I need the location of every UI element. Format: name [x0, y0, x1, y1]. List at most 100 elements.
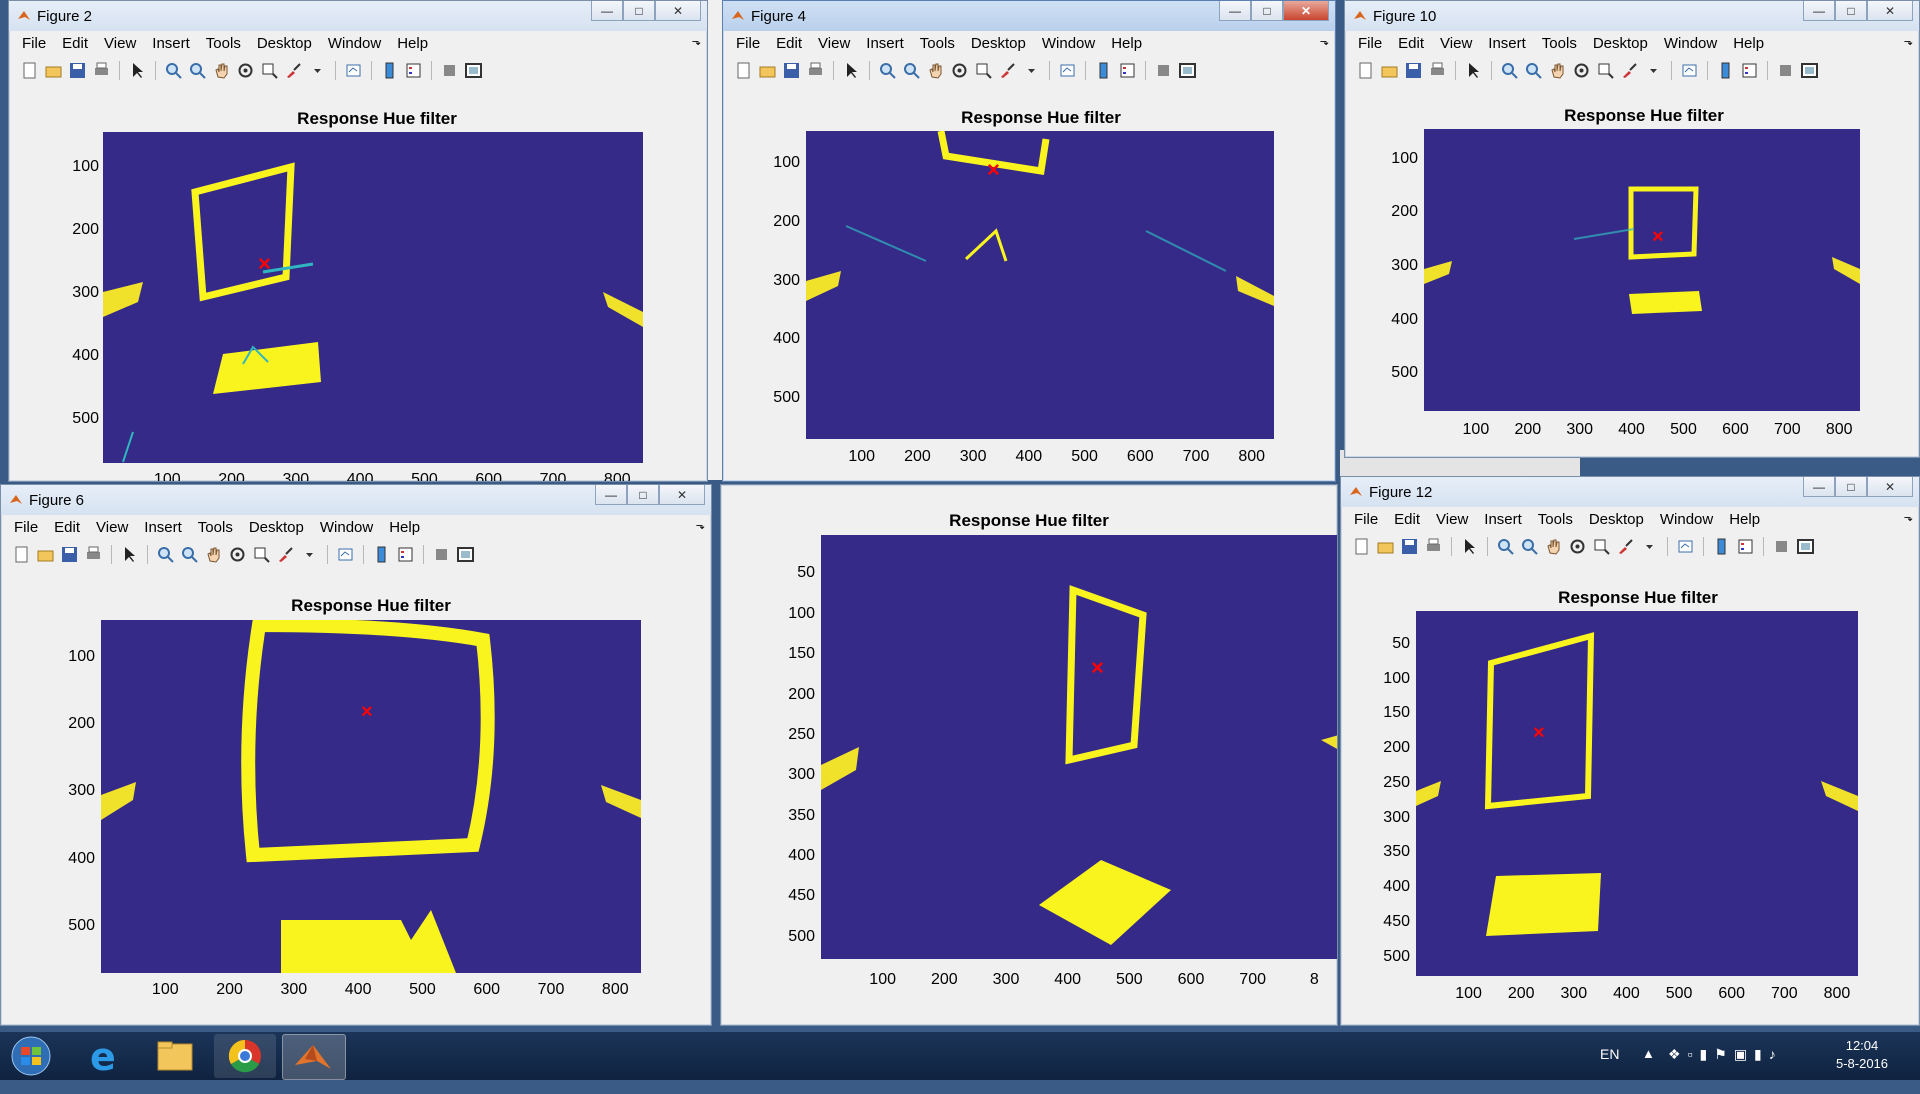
minimize-button[interactable]: — [1219, 1, 1251, 21]
zoom-in-button[interactable] [1495, 536, 1516, 557]
new-figure-button[interactable] [733, 60, 754, 81]
menu-item-desktop[interactable]: Desktop [248, 518, 304, 536]
menu-item-file[interactable]: File [1354, 510, 1379, 528]
title-bar[interactable]: Figure 6 — □ ✕ [1, 485, 711, 515]
hide-plot-tools-button[interactable] [431, 544, 452, 565]
maximize-button[interactable]: □ [627, 485, 659, 505]
rotate-3d-button[interactable] [235, 60, 256, 81]
show-plot-tools-button[interactable] [1795, 536, 1816, 557]
select-arrow-button[interactable] [1463, 60, 1484, 81]
rotate-3d-button[interactable] [227, 544, 248, 565]
data-cursor-button[interactable] [1595, 60, 1616, 81]
menu-item-tools[interactable]: Tools [1541, 34, 1577, 52]
menu-item-desktop[interactable]: Desktop [1592, 34, 1648, 52]
zoom-out-button[interactable] [1523, 60, 1544, 81]
open-file-button[interactable] [1375, 536, 1396, 557]
figure-window-2[interactable]: Figure 2 — □ ✕ File Edit View Insert Tools De… [8, 0, 708, 482]
dock-arrow-icon[interactable]: ⬎ [1319, 36, 1329, 48]
print-button[interactable] [1423, 536, 1444, 557]
insert-colorbar-button[interactable] [1711, 536, 1732, 557]
hide-plot-tools-button[interactable] [1153, 60, 1174, 81]
open-file-button[interactable] [757, 60, 778, 81]
zoom-in-button[interactable] [877, 60, 898, 81]
show-plot-tools-button[interactable] [455, 544, 476, 565]
maximize-button[interactable]: □ [1835, 1, 1867, 21]
print-button[interactable] [91, 60, 112, 81]
insert-legend-button[interactable] [1117, 60, 1138, 81]
figure-window-6[interactable]: Figure 6 — □ ✕ File Edit View Insert Tools De… [0, 484, 712, 1026]
network-signal-icon[interactable]: ▮ [1754, 1046, 1762, 1062]
select-arrow-button[interactable] [119, 544, 140, 565]
pan-hand-button[interactable] [1543, 536, 1564, 557]
plot-area[interactable]: × [806, 131, 1274, 439]
power-icon[interactable]: ▮ [1699, 1046, 1708, 1062]
title-bar[interactable]: Figure 4 — □ ✕ [723, 1, 1335, 31]
menu-item-insert[interactable]: Insert [1484, 510, 1522, 528]
link-plot-button[interactable] [1675, 536, 1696, 557]
figure-window-4[interactable]: Figure 4 — □ ✕ File Edit View Insert Tools De… [722, 0, 1336, 482]
language-indicator[interactable]: EN [1600, 1046, 1620, 1062]
rotate-3d-button[interactable] [949, 60, 970, 81]
save-button[interactable] [781, 60, 802, 81]
internet-explorer-button[interactable]: e [74, 1034, 136, 1079]
plot-area[interactable]: × [101, 620, 641, 973]
start-button[interactable] [6, 1035, 56, 1077]
menu-item-tools[interactable]: Tools [205, 34, 241, 52]
menu-item-help[interactable]: Help [389, 518, 421, 536]
menu-item-edit[interactable]: Edit [1394, 510, 1421, 528]
clock[interactable]: 12:04 5-8-2016 [1822, 1038, 1902, 1086]
dropdown-arrow-button[interactable] [1643, 60, 1664, 81]
minimize-button[interactable]: — [591, 1, 623, 21]
menu-item-file[interactable]: File [1358, 34, 1383, 52]
menu-item-insert[interactable]: Insert [1488, 34, 1526, 52]
menu-item-help[interactable]: Help [1729, 510, 1761, 528]
dock-arrow-icon[interactable]: ⬎ [1903, 512, 1913, 524]
insert-legend-button[interactable] [1735, 536, 1756, 557]
title-bar[interactable]: Figure 10 — □ ✕ [1345, 1, 1919, 31]
menu-item-window[interactable]: Window [1663, 34, 1718, 52]
dropdown-arrow-button[interactable] [1639, 536, 1660, 557]
brush-button[interactable] [275, 544, 296, 565]
maximize-button[interactable]: □ [1835, 477, 1867, 497]
link-plot-button[interactable] [343, 60, 364, 81]
minimize-button[interactable]: — [1803, 1, 1835, 21]
volume-icon[interactable]: ♪ [1768, 1046, 1776, 1062]
menu-item-desktop[interactable]: Desktop [970, 34, 1026, 52]
dropdown-arrow-button[interactable] [299, 544, 320, 565]
insert-legend-button[interactable] [403, 60, 424, 81]
insert-colorbar-button[interactable] [379, 60, 400, 81]
brush-button[interactable] [283, 60, 304, 81]
insert-colorbar-button[interactable] [1093, 60, 1114, 81]
figure-window-center[interactable]: Response Hue filter × 50 100 150 200 250 300 3… [720, 484, 1338, 1026]
menu-item-view[interactable]: View [104, 34, 137, 52]
plot-area[interactable]: × [1416, 611, 1858, 976]
matlab-button[interactable] [282, 1034, 346, 1080]
zoom-in-button[interactable] [163, 60, 184, 81]
menu-item-edit[interactable]: Edit [62, 34, 89, 52]
close-button[interactable]: ✕ [1867, 477, 1913, 497]
pan-hand-button[interactable] [1547, 60, 1568, 81]
menu-item-help[interactable]: Help [1111, 34, 1143, 52]
menu-item-file[interactable]: File [14, 518, 39, 536]
insert-colorbar-button[interactable] [1715, 60, 1736, 81]
open-file-button[interactable] [1379, 60, 1400, 81]
select-arrow-button[interactable] [841, 60, 862, 81]
menu-item-tools[interactable]: Tools [919, 34, 955, 52]
menu-item-tools[interactable]: Tools [1537, 510, 1573, 528]
show-plot-tools-button[interactable] [1177, 60, 1198, 81]
print-button[interactable] [1427, 60, 1448, 81]
data-cursor-button[interactable] [259, 60, 280, 81]
figure-window-12[interactable]: Figure 12 — □ ✕ File Edit View Insert Tools D… [1340, 476, 1920, 1026]
hide-plot-tools-button[interactable] [1775, 60, 1796, 81]
menu-item-edit[interactable]: Edit [776, 34, 803, 52]
chrome-button[interactable] [214, 1034, 276, 1078]
menu-item-window[interactable]: Window [319, 518, 374, 536]
new-figure-button[interactable] [1351, 536, 1372, 557]
insert-legend-button[interactable] [395, 544, 416, 565]
close-button[interactable]: ✕ [1283, 1, 1329, 21]
data-cursor-button[interactable] [1591, 536, 1612, 557]
menu-item-desktop[interactable]: Desktop [1588, 510, 1644, 528]
usb-icon[interactable]: ▫ [1687, 1046, 1693, 1062]
dock-arrow-icon[interactable]: ⬎ [1903, 36, 1913, 48]
zoom-out-button[interactable] [187, 60, 208, 81]
